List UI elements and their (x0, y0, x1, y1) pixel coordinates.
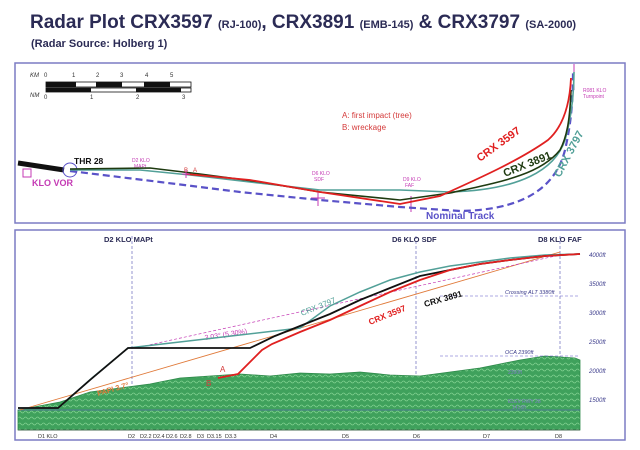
fix-label-d8: D8 KLO FAF (538, 235, 582, 244)
dist-tick-d3: D3 (197, 434, 204, 440)
terrain-area (17, 355, 581, 431)
nm-tick-1: 1 (90, 95, 94, 101)
km-tick-1: 1 (72, 73, 76, 79)
profile-crx3597-line (217, 253, 581, 379)
dist-tick-d2-4: D2.4 (153, 434, 165, 440)
waypoint-r081-line2: Turnpoint (583, 94, 605, 100)
scale-nm-label: NM (30, 93, 39, 99)
oca-label: OCA 2390ft (505, 350, 534, 356)
alt-tick-4000: 4000ft (589, 253, 606, 259)
km-tick-2: 2 (96, 73, 100, 79)
dist-tick-d8: D8 (555, 434, 562, 440)
dist-tick-d3-3: D3.3 (225, 434, 237, 440)
km-tick-5: 5 (170, 73, 174, 79)
alt-tick-2000: 2000ft (588, 369, 606, 375)
thr28-label: THR 28 (74, 156, 104, 166)
dist-tick-d7: D7 (483, 434, 490, 440)
title-part1: Radar Plot CRX3597 (30, 12, 213, 33)
alt-tick-1500: 1500ft (589, 398, 606, 404)
plan-marker-a: A (193, 168, 197, 174)
plan-view: KM NM 0 1 2 3 4 5 0 1 2 3 A: first impac… (14, 62, 626, 224)
dist-tick-d1: D1 KLO (38, 434, 58, 440)
profile-view: D2 KLO MAPt D6 KLO SDF D8 KLO FAF Crossi… (14, 229, 626, 441)
scale-bar: KM NM 0 1 2 3 4 5 0 1 2 3 (30, 73, 192, 101)
figure-subtitle: (Radar Source: Holberg 1) (31, 38, 168, 50)
terrain-note-3: 1416ft (512, 405, 527, 411)
dist-tick-d2-2: D2.2 (140, 434, 152, 440)
dist-tick-d2: D2 (128, 434, 135, 440)
title-part2-small: (EMB-145) (359, 19, 414, 31)
dist-tick-d6: D6 (413, 434, 420, 440)
alt-tick-3000: 3000ft (589, 311, 606, 317)
nm-tick-0: 0 (44, 95, 48, 101)
terrain-note-1: 2390ft (508, 370, 523, 376)
waypoint-r081-line1: R081 KLO (583, 88, 606, 94)
km-tick-3: 3 (120, 73, 124, 79)
title-part3-small: (SA-2000) (525, 19, 577, 31)
title-part2: , CRX3891 (261, 12, 355, 33)
nm-tick-3: 3 (182, 95, 186, 101)
waypoint-d2-line2: MAPt (134, 164, 147, 170)
runway (17, 160, 65, 173)
dist-tick-d2-8: D2.8 (180, 434, 192, 440)
glide-path-line (134, 254, 561, 349)
km-tick-4: 4 (145, 73, 149, 79)
crx3597-track-line (185, 77, 572, 205)
crx3891-track-line (69, 89, 572, 201)
waypoint-d6-line2: SDF (314, 177, 324, 183)
alt-tick-3500: 3500ft (589, 282, 606, 288)
scale-km-label: KM (30, 73, 39, 79)
profile-marker-a: A (220, 365, 226, 374)
crossing-alt-label: Crossing ALT 3380ft (505, 290, 555, 296)
waypoint-d9-line1: D9 KLO (403, 177, 421, 183)
profile-marker-b: B (206, 379, 211, 388)
title-part1-small: (RJ-100) (217, 19, 262, 31)
waypoint-d2-line1: D2 KLO (132, 158, 150, 164)
klo-vor-label: KLO VOR (32, 178, 74, 188)
klo-vor-icon (22, 168, 32, 178)
waypoint-d6-line1: D6 KLO (312, 171, 330, 177)
nominal-track-label: Nominal Track (426, 211, 495, 222)
distance-axis: D1 KLO D2 D2.2 D2.4 D2.6 D2.8 D3 D3.15 D… (38, 434, 562, 440)
dist-tick-d5: D5 (342, 434, 349, 440)
figure-title: Radar Plot CRX3597 (RJ-100), CRX3891 (EM… (30, 12, 576, 34)
legend-a: A: first impact (tree) (342, 111, 412, 120)
legend-b: B: wreckage (342, 123, 387, 132)
title-part3: & CRX3797 (413, 12, 521, 33)
dist-tick-d2-6: D2.6 (166, 434, 178, 440)
papi-line (19, 251, 561, 411)
km-tick-0: 0 (44, 73, 48, 79)
fix-label-d6: D6 KLO SDF (392, 235, 437, 244)
fix-label-d2: D2 KLO MAPt (104, 235, 153, 244)
plan-marker-b: B (184, 168, 188, 174)
nm-tick-2: 2 (136, 95, 140, 101)
crx3797-track-line (70, 71, 575, 193)
terrain-note-2: ELEV RWY 28 (508, 399, 541, 405)
dist-tick-d3-15: D3.15 (207, 434, 222, 440)
dist-tick-d4: D4 (270, 434, 277, 440)
waypoint-d9-line2: FAF (405, 183, 414, 189)
alt-tick-2500: 2500ft (588, 340, 606, 346)
